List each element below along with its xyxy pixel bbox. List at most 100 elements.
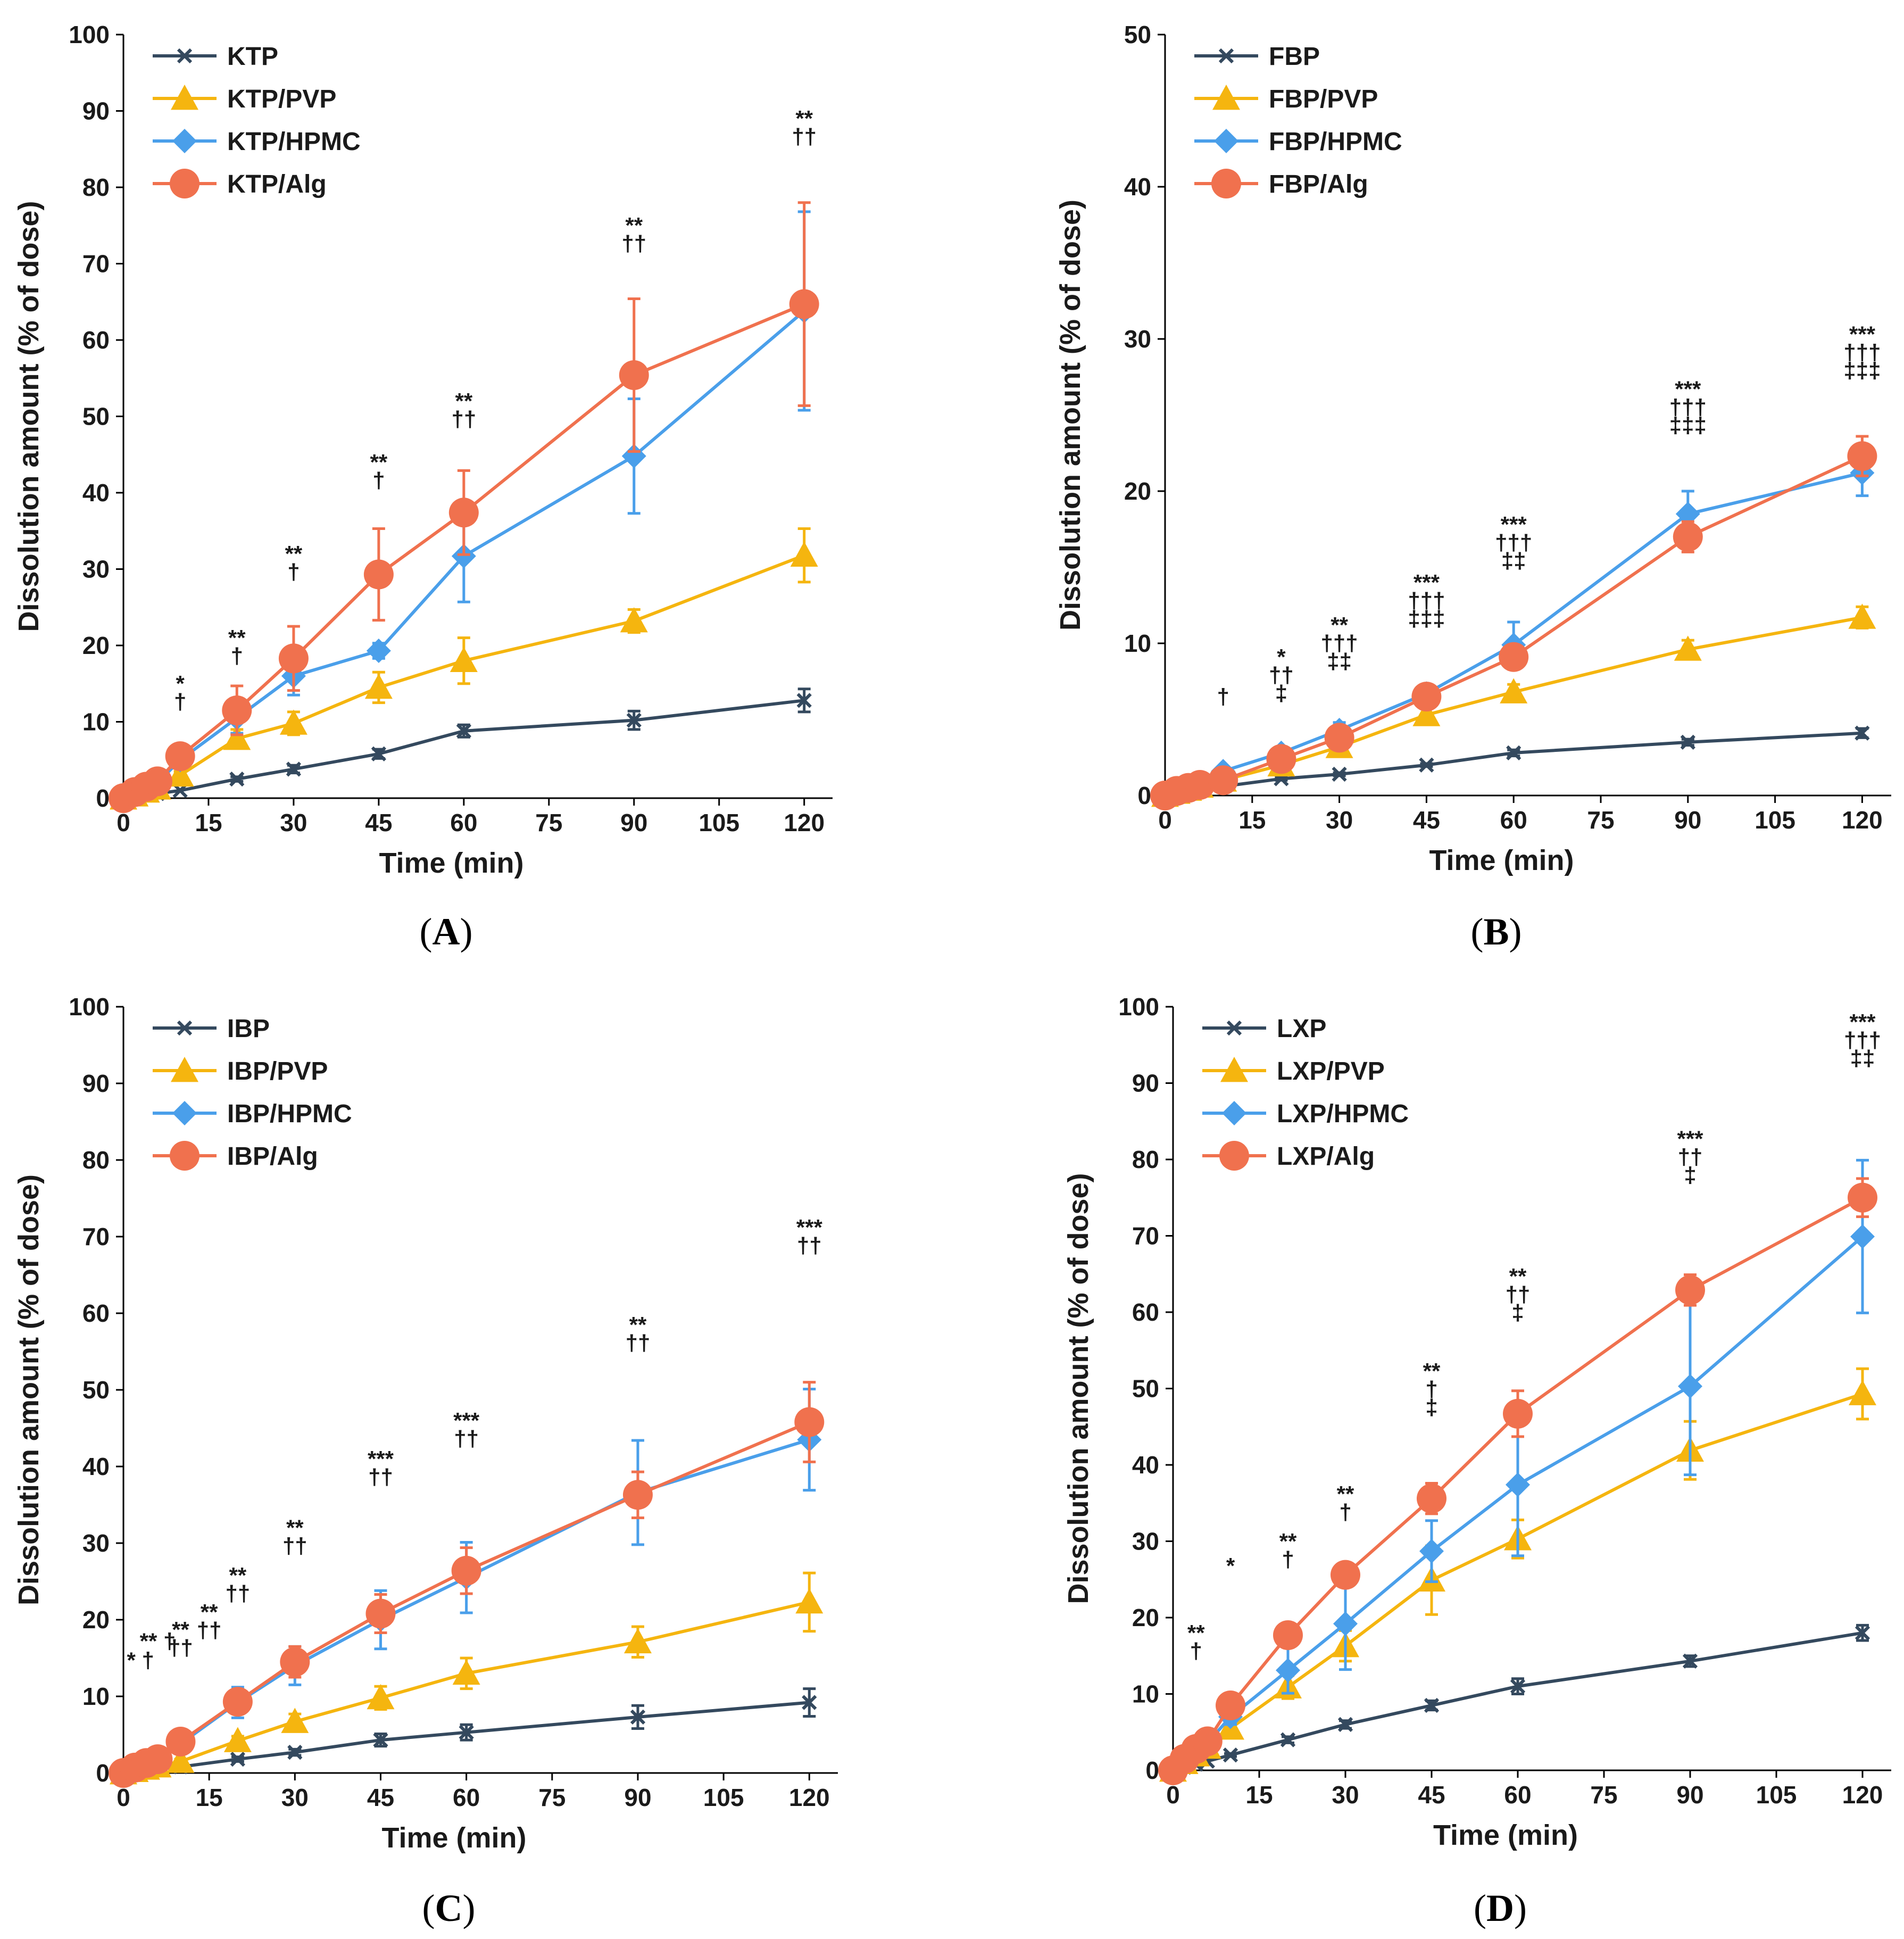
y-tick-label: 70 <box>1132 1222 1159 1250</box>
data-point <box>456 723 471 739</box>
significance-label: *** <box>453 1408 480 1433</box>
data-point <box>459 1725 474 1740</box>
series-line <box>1173 1631 1863 1772</box>
data-point <box>1337 1717 1353 1733</box>
y-tick-label: 100 <box>69 21 110 48</box>
data-point <box>222 695 252 725</box>
chart-panel-a: 0 10 20 30 40 50 60 70 80 90 100 0 15 30 45 60 75 90 105 12… <box>13 21 833 953</box>
series-lxp <box>1165 1623 1870 1778</box>
series-ktp-alg <box>109 201 819 813</box>
x-tick-label: 90 <box>1674 806 1701 834</box>
legend-label: LXP/PVP <box>1277 1057 1385 1085</box>
legend: FBP FBP/PVP FBP/HPMC FBP/Alg <box>1194 43 1402 198</box>
data-point <box>1850 1224 1875 1249</box>
x-tick-label: 30 <box>281 1784 309 1811</box>
significance-label: ‡‡‡ <box>1408 606 1445 631</box>
significance-annotation: ***†††‡‡ <box>1844 1009 1881 1071</box>
data-point <box>364 673 393 699</box>
x-tick-label: 75 <box>538 1784 566 1811</box>
legend-marker <box>177 48 193 64</box>
data-point <box>1185 769 1215 800</box>
y-tick-label: 90 <box>1132 1070 1159 1097</box>
legend-marker <box>171 85 198 110</box>
y-tick-label: 20 <box>82 1606 110 1634</box>
data-point <box>279 709 307 735</box>
y-tick-label: 70 <box>82 250 110 278</box>
y-tick-label: 80 <box>1132 1146 1159 1173</box>
legend-marker <box>170 169 199 198</box>
chart-panel-b: 0 10 20 30 40 50 0 15 30 45 60 75 90 105 120 Time (min)… <box>1054 21 1891 953</box>
data-point <box>1499 642 1529 672</box>
significance-annotation: **† <box>1337 1481 1354 1524</box>
significance-annotation: **†† <box>626 1312 651 1355</box>
y-tick-label: 50 <box>1124 21 1151 48</box>
significance-annotation: ***†† <box>453 1408 480 1451</box>
significance-annotation: **†††‡‡ <box>1321 612 1358 674</box>
legend: LXP LXP/PVP LXP/HPMC LXP/Alg <box>1202 1015 1409 1171</box>
significance-label: †† <box>792 124 817 149</box>
data-point <box>452 1659 480 1685</box>
significance-label: *** <box>1849 322 1876 347</box>
significance-label: † <box>1425 1377 1437 1402</box>
data-point <box>1855 725 1870 741</box>
y-tick-label: 70 <box>82 1223 110 1250</box>
data-point <box>450 647 478 673</box>
legend-label: IBP <box>227 1015 270 1043</box>
significance-label: †† <box>1269 662 1294 687</box>
data-point <box>1675 1275 1705 1305</box>
significance-label: ** <box>1279 1529 1297 1554</box>
x-tick-label: 60 <box>1500 806 1527 834</box>
data-point <box>142 766 172 797</box>
data-point <box>222 1687 253 1717</box>
y-tick-label: 30 <box>1124 325 1151 353</box>
significance-annotation: **†‡ <box>1423 1358 1441 1420</box>
y-tick-label: 100 <box>69 993 110 1021</box>
x-tick-label: 90 <box>1676 1781 1703 1809</box>
chart-panel-d: 0 10 20 30 40 50 60 70 80 90 100 0 15 30 45 60 75 90 105 12… <box>1062 993 1891 1929</box>
y-axis-title: Dissolution amount (% of dose) <box>1062 1173 1094 1604</box>
data-point <box>451 1555 481 1586</box>
data-point <box>143 1744 173 1775</box>
y-tick-label: 100 <box>1118 993 1159 1021</box>
legend-marker <box>1219 1141 1249 1171</box>
x-tick-label: 30 <box>1332 1781 1359 1809</box>
y-tick-label: 40 <box>1132 1451 1159 1479</box>
significance-annotation: **†† <box>451 388 476 432</box>
significance-label: * † <box>127 1648 154 1673</box>
legend-label: FBP/Alg <box>1269 170 1368 198</box>
significance-annotation: ***†††‡‡‡ <box>1843 322 1881 383</box>
data-point <box>363 559 394 590</box>
significance-label: ** <box>370 450 388 475</box>
significance-annotation: ***†††‡‡‡ <box>1408 570 1445 631</box>
significance-label: †† <box>226 1581 251 1606</box>
legend-marker <box>1220 1057 1248 1082</box>
legend: IBP IBP/PVP IBP/HPMC IBP/Alg <box>153 1015 352 1171</box>
significance-label: ‡ <box>1684 1163 1696 1188</box>
legend-marker <box>172 129 197 153</box>
legend-label: KTP/HPMC <box>227 128 361 156</box>
data-point <box>1419 757 1434 773</box>
significance-label: ** <box>286 1515 304 1540</box>
data-point <box>1673 521 1703 552</box>
x-tick-label: 120 <box>784 809 825 836</box>
significance-label: *** <box>368 1446 394 1471</box>
legend-label: LXP/HPMC <box>1277 1100 1409 1128</box>
significance-annotation: **†† <box>792 106 817 149</box>
x-tick-label: 90 <box>624 1784 651 1811</box>
legend-marker <box>172 1101 197 1125</box>
data-point <box>621 444 646 469</box>
significance-label: *** <box>1414 570 1440 595</box>
data-point <box>1855 1625 1870 1640</box>
significance-label: *** <box>796 1215 823 1240</box>
x-tick-label: 120 <box>1842 806 1883 834</box>
significance-annotation: **† <box>370 450 388 493</box>
legend-label: FBP/PVP <box>1269 85 1378 113</box>
series-lxp-alg <box>1158 1177 1877 1785</box>
data-point <box>166 761 194 787</box>
significance-label: ‡‡ <box>1327 649 1352 674</box>
y-tick-label: 30 <box>82 556 110 583</box>
data-point <box>1192 1726 1223 1756</box>
y-tick-label: 60 <box>82 1299 110 1327</box>
y-tick-label: 10 <box>1132 1680 1159 1708</box>
y-tick-label: 80 <box>82 1146 110 1174</box>
